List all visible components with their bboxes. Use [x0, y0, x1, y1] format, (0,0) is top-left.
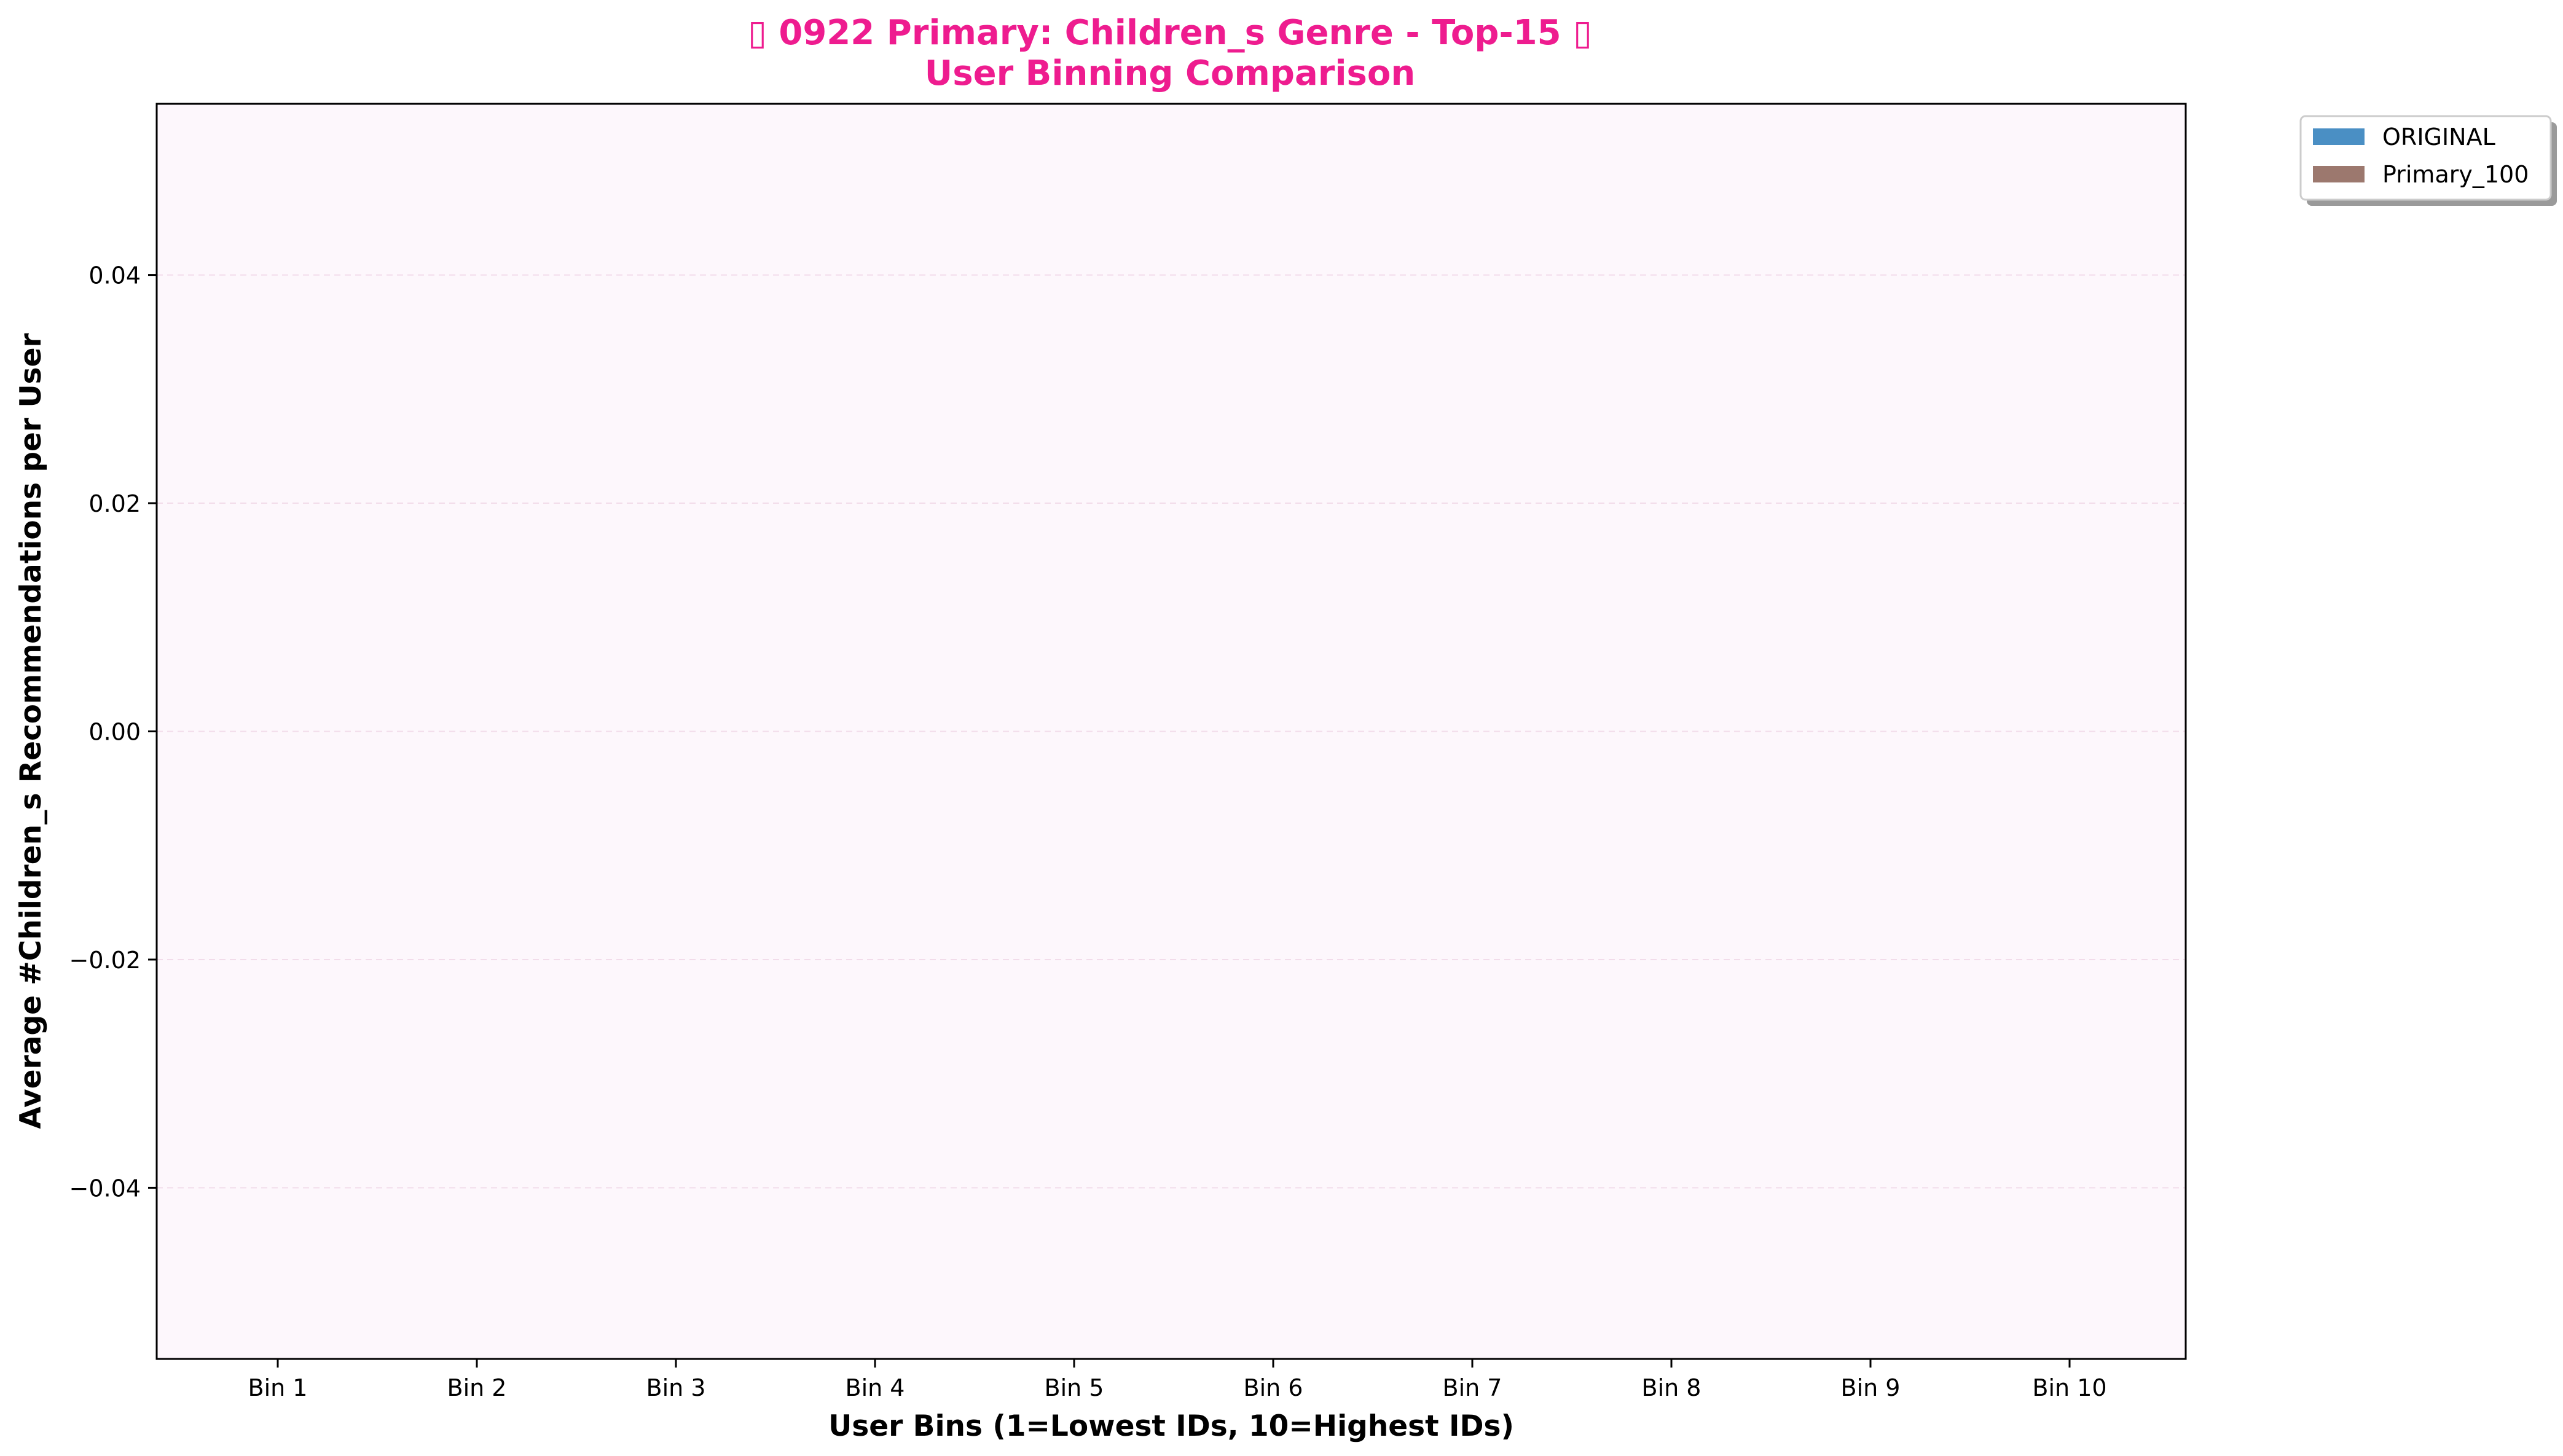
chart-title-line-1: ▯ 0922 Primary: Children_s Genre - Top-1…: [748, 13, 1592, 53]
x-tick-label: Bin 5: [1045, 1374, 1104, 1401]
legend-label-primary-100: Primary_100: [2382, 161, 2529, 188]
legend-label-original: ORIGINAL: [2382, 123, 2495, 151]
y-tick-label: 0.02: [88, 490, 141, 517]
chart-title: ▯ 0922 Primary: Children_s Genre - Top-1…: [748, 13, 1592, 93]
legend-swatch-primary-100: [2313, 166, 2365, 182]
x-axis: Bin 1 Bin 2 Bin 3 Bin 4 Bin 5 Bin 6 Bin 7 Bin 8…: [248, 1359, 2107, 1401]
x-tick-label: Bin 8: [1642, 1374, 1701, 1401]
y-axis: 0.04 0.02 0.00 −0.02 −0.04: [69, 262, 157, 1202]
x-tick-label: Bin 6: [1244, 1374, 1303, 1401]
legend: ORIGINAL Primary_100: [2299, 115, 2557, 206]
y-tick-label: 0.00: [88, 719, 141, 746]
x-tick-label: Bin 2: [447, 1374, 507, 1401]
grid-lines: [157, 274, 2186, 1189]
y-tick-label: −0.02: [69, 947, 141, 974]
x-tick-label: Bin 10: [2032, 1374, 2106, 1401]
x-tick-label: Bin 3: [646, 1374, 706, 1401]
legend-swatch-original: [2313, 128, 2365, 145]
y-axis-label: Average #Children_s Recommendations per …: [14, 333, 48, 1129]
x-tick-label: Bin 4: [846, 1374, 905, 1401]
chart-title-line-2: User Binning Comparison: [925, 53, 1415, 93]
x-tick-label: Bin 1: [248, 1374, 308, 1401]
y-tick-label: −0.04: [69, 1175, 141, 1202]
x-tick-label: Bin 7: [1443, 1374, 1502, 1401]
x-tick-label: Bin 9: [1841, 1374, 1901, 1401]
y-tick-label: 0.04: [88, 262, 141, 289]
x-axis-label: User Bins (1=Lowest IDs, 10=Highest IDs): [828, 1409, 1514, 1443]
